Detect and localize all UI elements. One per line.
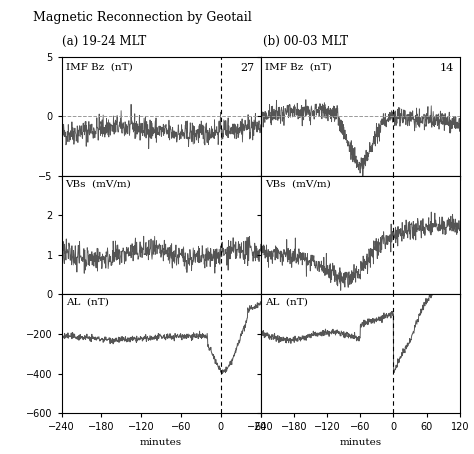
Text: AL  (nT): AL (nT) (264, 298, 308, 307)
Text: IMF Bz  (nT): IMF Bz (nT) (65, 63, 132, 72)
Text: (b) 00-03 MLT: (b) 00-03 MLT (263, 35, 348, 48)
Text: VBs  (mV/m): VBs (mV/m) (65, 179, 131, 188)
Text: VBs  (mV/m): VBs (mV/m) (264, 179, 330, 188)
Text: AL  (nT): AL (nT) (65, 298, 109, 307)
Text: Magnetic Reconnection by Geotail: Magnetic Reconnection by Geotail (33, 11, 252, 25)
X-axis label: minutes: minutes (339, 438, 381, 447)
Text: 14: 14 (439, 63, 454, 73)
X-axis label: minutes: minutes (140, 438, 182, 447)
Text: IMF Bz  (nT): IMF Bz (nT) (264, 63, 331, 72)
Text: 27: 27 (241, 63, 255, 73)
Text: (a) 19-24 MLT: (a) 19-24 MLT (62, 35, 146, 48)
